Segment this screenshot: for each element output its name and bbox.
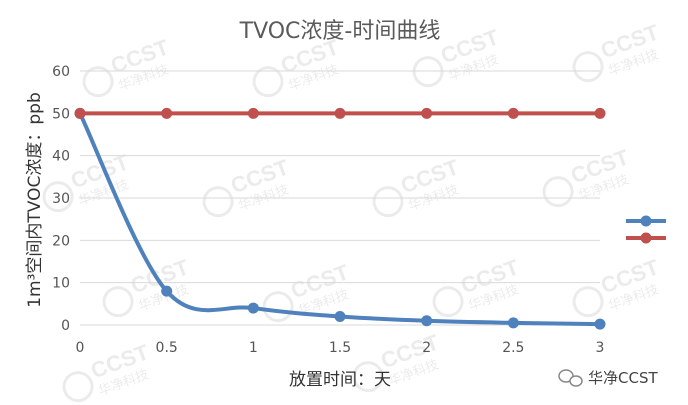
x-tick-label: 0 (76, 340, 85, 356)
y-tick-label: 50 (52, 106, 70, 122)
data-point (594, 107, 606, 119)
x-axis-ticks: 0 0.5 1 1.5 2 2.5 3 (76, 340, 605, 356)
series-1 (74, 107, 606, 330)
x-tick-label: 0.5 (156, 340, 178, 356)
x-tick-label: 1.5 (329, 340, 351, 356)
y-tick-label: 10 (52, 276, 70, 292)
legend-entry (626, 215, 666, 227)
legend (626, 215, 666, 244)
series-layer (74, 107, 606, 330)
data-point (421, 315, 433, 327)
data-point (247, 107, 259, 119)
y-tick-label: 0 (61, 318, 70, 334)
data-point (507, 107, 519, 119)
y-tick-label: 60 (52, 64, 70, 80)
x-tick-label: 2 (422, 340, 431, 356)
data-point (507, 317, 519, 329)
y-tick-label: 30 (52, 191, 70, 207)
chart-title: TVOC浓度-时间曲线 (239, 19, 441, 44)
x-tick-label: 2.5 (502, 340, 524, 356)
data-point (334, 107, 346, 119)
data-point (74, 107, 86, 119)
data-point (594, 318, 606, 330)
legend-swatch-marker (640, 232, 652, 244)
data-point (334, 311, 346, 323)
footer-brand: 华净CCST (558, 369, 658, 387)
data-point (247, 302, 259, 314)
y-tick-label: 40 (52, 149, 70, 165)
data-point (421, 107, 433, 119)
data-point (161, 107, 173, 119)
wechat-icon (558, 369, 583, 387)
footer-brand-text: 华净CCST (588, 369, 658, 387)
legend-swatch-marker (640, 215, 652, 227)
y-axis-label: 1m³空间内TVOC浓度：ppb (25, 92, 45, 308)
x-tick-label: 1 (249, 340, 258, 356)
y-axis-ticks: 0 10 20 30 40 50 60 (52, 64, 70, 334)
series-2 (74, 107, 606, 119)
y-tick-label: 20 (52, 233, 70, 249)
x-axis-label: 放置时间：天 (289, 370, 391, 390)
data-point (161, 285, 173, 297)
legend-entry (626, 232, 666, 244)
x-tick-label: 3 (596, 340, 605, 356)
